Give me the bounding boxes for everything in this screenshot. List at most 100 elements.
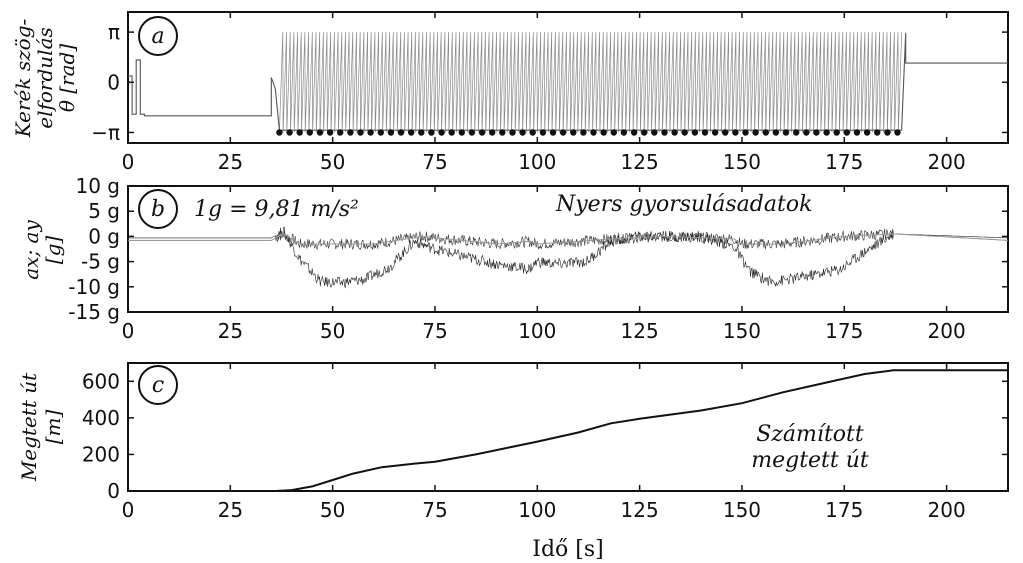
panel-a-marker-point bbox=[519, 129, 526, 136]
panel-c-annotation-line1: Számított bbox=[756, 422, 864, 447]
panel-a-marker-point bbox=[772, 129, 780, 136]
panel-a-marker-point bbox=[661, 129, 668, 136]
panel-c-ytick-label: 600 bbox=[82, 369, 120, 393]
panel-a-marker-point bbox=[823, 129, 830, 136]
panel-c-annotation-line2: megtett út bbox=[751, 448, 869, 473]
panel-a-marker-point bbox=[408, 129, 415, 136]
panel-a-marker-point bbox=[671, 129, 678, 136]
panel-c-xtick-label: 75 bbox=[422, 498, 447, 522]
panel-a-xtick-label: 175 bbox=[825, 150, 863, 174]
panel-a-marker-point bbox=[489, 129, 496, 136]
panel-a-ylabel-line3: θ [rad] bbox=[55, 44, 79, 112]
panel-b-ytick-label: 5 g bbox=[88, 199, 120, 223]
panel-b-xtick-label: 175 bbox=[825, 319, 863, 343]
panel-a-badge-circle bbox=[138, 16, 178, 56]
panel-a-series bbox=[128, 32, 1008, 136]
panel-b-ylabel-line1: ax; ay bbox=[19, 220, 43, 280]
panel-a-marker-point bbox=[468, 129, 476, 136]
panel-a-marker-point bbox=[651, 129, 658, 136]
panel-a: a π0−π 0 25 50 75 100 125 150 175 200 Kerék szög… bbox=[11, 11, 1009, 174]
panel-a-marker-point bbox=[509, 129, 516, 136]
panel-a-marker-point bbox=[813, 129, 820, 136]
panel-a-marker-point bbox=[337, 129, 344, 136]
panel-a-marker-point bbox=[711, 129, 719, 136]
panel-a-xtick-label: 150 bbox=[723, 150, 761, 174]
panel-a-marker-point bbox=[752, 129, 759, 136]
panel-a-marker-point bbox=[732, 129, 739, 136]
panel-a-marker-point bbox=[620, 129, 628, 136]
panel-b-xtick-label: 0 bbox=[122, 319, 135, 343]
panel-a-xticks: 0 25 50 75 100 125 150 175 200 bbox=[122, 12, 966, 174]
panel-a-marker-point bbox=[853, 129, 861, 136]
panel-b-series bbox=[128, 226, 1009, 289]
panel-a-marker-point bbox=[742, 129, 749, 136]
panel-a-xtick-label: 100 bbox=[518, 150, 556, 174]
panel-a-frame bbox=[127, 11, 1009, 144]
panel-a-marker-point bbox=[428, 129, 435, 136]
panel-c-xtick-label: 50 bbox=[320, 498, 345, 522]
panel-c-ylabel-line1: Megtett út bbox=[17, 372, 41, 482]
panel-c-ytick-label: 400 bbox=[82, 406, 120, 430]
panel-a-marker-point bbox=[326, 129, 334, 136]
panel-a-marker-point bbox=[387, 129, 395, 136]
panel-b-annotation-unit: 1g = 9,81 m/s² bbox=[194, 197, 359, 222]
panel-b-xtick-label: 200 bbox=[928, 319, 966, 343]
panel-a-xtick-label: 75 bbox=[422, 150, 447, 174]
panel-b: b 10 g5 g0 g-5 g-10 g-15 g 0 25 50 75 100 125… bbox=[19, 174, 1009, 343]
panel-c-xtick-label: 150 bbox=[723, 498, 761, 522]
panel-a-marker-point bbox=[691, 129, 699, 136]
panel-b-yticks: 10 g5 g0 g-5 g-10 g-15 g bbox=[68, 174, 1008, 324]
panel-a-marker-point bbox=[367, 129, 374, 136]
panel-c-ytick-label: 0 bbox=[107, 479, 120, 503]
panel-a-marker-point bbox=[590, 129, 597, 136]
panel-a-xtick-label: 200 bbox=[928, 150, 966, 174]
panel-c-xtick-label: 175 bbox=[825, 498, 863, 522]
panel-a-marker-point bbox=[793, 129, 800, 136]
panel-b-ytick-label: 0 g bbox=[88, 224, 120, 248]
panel-b-ytick-label: -10 g bbox=[68, 275, 120, 299]
panel-a-marker-point bbox=[863, 129, 871, 136]
panel-a-marker-point bbox=[782, 129, 790, 136]
panel-a-ytick-label: π bbox=[108, 20, 120, 44]
panel-b-ytick-label: -5 g bbox=[81, 250, 120, 274]
panel-a-marker-point bbox=[570, 129, 577, 136]
panel-a-marker-point bbox=[458, 129, 465, 136]
panel-a-xtick-label: 25 bbox=[218, 150, 243, 174]
panel-a-angle-line bbox=[128, 32, 1008, 131]
panel-a-badge: a bbox=[151, 24, 164, 49]
panel-a-marker-point bbox=[630, 129, 638, 136]
panel-a-marker-point bbox=[803, 129, 810, 136]
panel-c-badge-circle bbox=[138, 365, 178, 405]
panel-b-xtick-label: 75 bbox=[422, 319, 447, 343]
panel-a-marker-point bbox=[296, 129, 303, 136]
panel-a-xtick-label: 50 bbox=[320, 150, 345, 174]
panel-a-marker-point bbox=[833, 129, 840, 136]
x-axis-label: Idő [s] bbox=[532, 537, 603, 562]
panel-b-ylabel-line2: [g] bbox=[41, 236, 65, 265]
panel-a-marker-point bbox=[641, 129, 648, 136]
panel-a-xtick-label: 125 bbox=[621, 150, 659, 174]
panel-a-marker-point bbox=[722, 129, 729, 136]
panel-c-xtick-label: 0 bbox=[122, 498, 135, 522]
panel-b-accel-line-2 bbox=[128, 226, 1008, 289]
panel-a-marker-point bbox=[559, 129, 567, 136]
panel-b-xtick-label: 150 bbox=[723, 319, 761, 343]
panel-b-xtick-label: 100 bbox=[518, 319, 556, 343]
panel-c-distance-line bbox=[128, 369, 1008, 492]
panel-b-xtick-label: 50 bbox=[320, 319, 345, 343]
panel-a-marker-point bbox=[874, 129, 881, 136]
panel-a-marker-point bbox=[843, 129, 850, 136]
panel-a-marker-point bbox=[499, 129, 506, 136]
panel-c-xticks: 0 25 50 75 100 125 150 175 200 bbox=[122, 363, 966, 522]
panel-a-marker-point bbox=[762, 129, 769, 136]
panel-a-marker-point bbox=[580, 129, 587, 136]
panel-c-frame bbox=[127, 362, 1009, 492]
panel-a-ylabel-line2: elfordulás bbox=[33, 27, 57, 129]
panel-a-sawtooth-line bbox=[279, 32, 903, 133]
panel-a-marker-point bbox=[884, 129, 891, 136]
panel-c: c 600 400 200 0 0 25 50 75 100 125 150 175 200 Szám… bbox=[17, 362, 1009, 562]
panel-b-xticks: 0 25 50 75 100 125 150 175 200 bbox=[122, 186, 966, 343]
panel-a-marker-point bbox=[418, 129, 425, 136]
panel-c-ylabel-line2: [m] bbox=[41, 410, 65, 445]
